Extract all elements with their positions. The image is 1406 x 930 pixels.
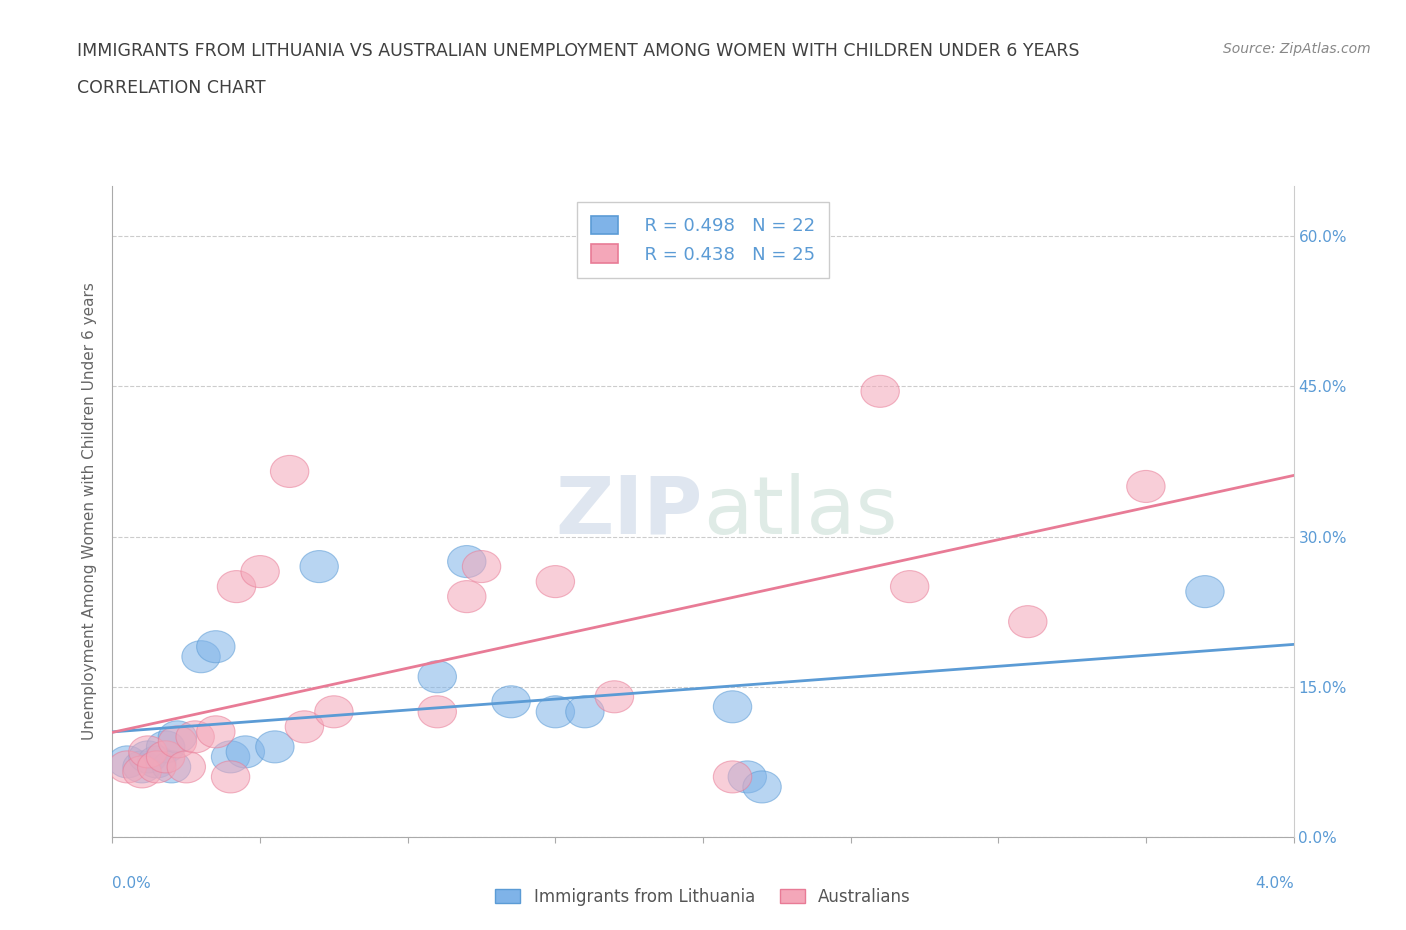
Ellipse shape [595,681,634,712]
Ellipse shape [218,571,256,603]
Ellipse shape [1185,576,1225,607]
Ellipse shape [159,721,197,753]
Y-axis label: Unemployment Among Women with Children Under 6 years: Unemployment Among Women with Children U… [82,283,97,740]
Legend:   R = 0.498   N = 22,   R = 0.438   N = 25: R = 0.498 N = 22, R = 0.438 N = 25 [576,202,830,278]
Text: CORRELATION CHART: CORRELATION CHART [77,79,266,97]
Ellipse shape [418,696,457,728]
Ellipse shape [226,736,264,768]
Ellipse shape [463,551,501,582]
Ellipse shape [270,456,309,487]
Ellipse shape [447,580,486,613]
Ellipse shape [181,641,221,672]
Ellipse shape [492,685,530,718]
Ellipse shape [315,696,353,728]
Ellipse shape [138,746,176,777]
Text: ZIP: ZIP [555,472,703,551]
Ellipse shape [256,731,294,763]
Ellipse shape [1126,471,1166,502]
Ellipse shape [197,716,235,748]
Ellipse shape [713,761,752,793]
Ellipse shape [299,551,339,582]
Ellipse shape [108,751,146,783]
Ellipse shape [536,565,575,598]
Text: atlas: atlas [703,472,897,551]
Ellipse shape [890,571,929,603]
Text: 0.0%: 0.0% [112,876,152,891]
Ellipse shape [138,751,176,783]
Ellipse shape [565,696,605,728]
Ellipse shape [418,660,457,693]
Text: Source: ZipAtlas.com: Source: ZipAtlas.com [1223,42,1371,56]
Ellipse shape [211,741,250,773]
Ellipse shape [713,691,752,723]
Ellipse shape [152,751,191,783]
Ellipse shape [285,711,323,743]
Ellipse shape [728,761,766,793]
Ellipse shape [211,761,250,793]
Ellipse shape [742,771,782,803]
Ellipse shape [108,746,146,777]
Text: 4.0%: 4.0% [1254,876,1294,891]
Legend: Immigrants from Lithuania, Australians: Immigrants from Lithuania, Australians [488,881,918,912]
Ellipse shape [122,751,162,783]
Ellipse shape [1008,605,1047,638]
Ellipse shape [146,731,184,763]
Ellipse shape [129,736,167,768]
Ellipse shape [536,696,575,728]
Ellipse shape [240,555,280,588]
Ellipse shape [146,741,184,773]
Ellipse shape [167,751,205,783]
Ellipse shape [176,721,214,753]
Text: IMMIGRANTS FROM LITHUANIA VS AUSTRALIAN UNEMPLOYMENT AMONG WOMEN WITH CHILDREN U: IMMIGRANTS FROM LITHUANIA VS AUSTRALIAN … [77,42,1080,60]
Ellipse shape [197,631,235,663]
Ellipse shape [447,546,486,578]
Ellipse shape [159,725,197,758]
Ellipse shape [860,376,900,407]
Ellipse shape [122,756,162,788]
Ellipse shape [129,741,167,773]
